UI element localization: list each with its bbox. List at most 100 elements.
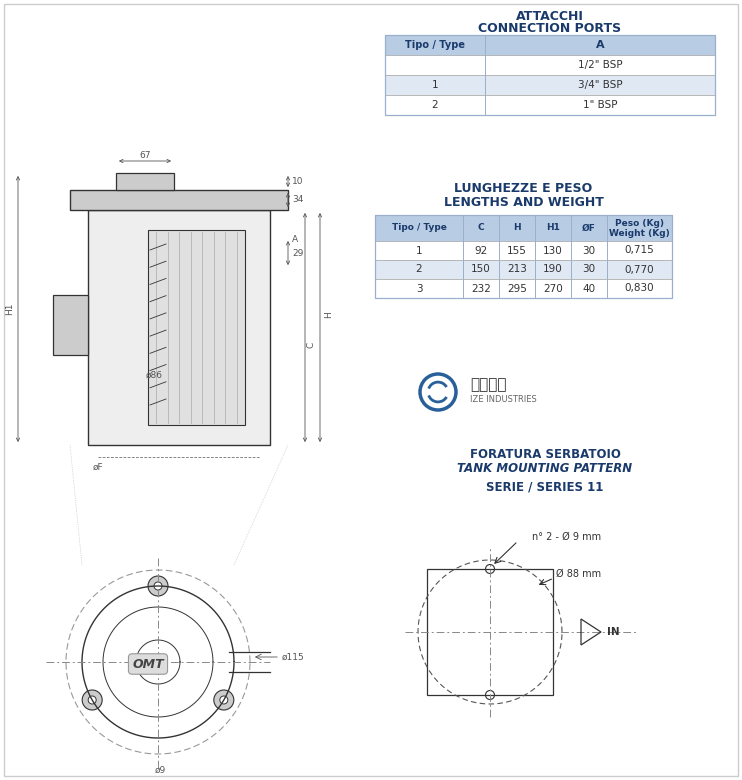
Text: 30: 30 bbox=[582, 246, 596, 256]
Bar bbox=[485, 55, 715, 75]
Text: ØF: ØF bbox=[582, 224, 596, 232]
Text: 0,715: 0,715 bbox=[625, 246, 654, 256]
Bar bbox=[385, 55, 485, 75]
Bar bbox=[88, 210, 270, 445]
Text: C: C bbox=[307, 342, 316, 348]
Text: 40: 40 bbox=[582, 283, 596, 293]
Text: 2: 2 bbox=[432, 100, 439, 110]
Text: TANK MOUNTING PATTERN: TANK MOUNTING PATTERN bbox=[457, 462, 633, 474]
Text: IZE INDUSTRIES: IZE INDUSTRIES bbox=[470, 395, 536, 403]
Text: n° 2 - Ø 9 mm: n° 2 - Ø 9 mm bbox=[532, 532, 601, 542]
Bar bbox=[385, 35, 485, 55]
Text: 10: 10 bbox=[292, 177, 303, 186]
Bar bbox=[116, 173, 174, 190]
Bar bbox=[70, 190, 288, 210]
Text: Weight (Kg): Weight (Kg) bbox=[609, 229, 670, 237]
Text: LENGTHS AND WEIGHT: LENGTHS AND WEIGHT bbox=[444, 196, 603, 208]
Text: CONNECTION PORTS: CONNECTION PORTS bbox=[479, 23, 622, 36]
Text: 2: 2 bbox=[416, 264, 422, 275]
Text: SERIE / SERIES 11: SERIE / SERIES 11 bbox=[486, 480, 604, 494]
Text: 92: 92 bbox=[474, 246, 487, 256]
Bar bbox=[535, 260, 571, 279]
Bar bbox=[499, 260, 535, 279]
Circle shape bbox=[154, 582, 162, 590]
Text: ø86: ø86 bbox=[146, 370, 163, 380]
Text: 190: 190 bbox=[543, 264, 563, 275]
Bar bbox=[485, 35, 715, 55]
Text: OMT: OMT bbox=[132, 658, 164, 671]
Bar bbox=[385, 75, 485, 95]
Text: 1: 1 bbox=[432, 80, 439, 90]
Text: Tipo / Type: Tipo / Type bbox=[392, 224, 447, 232]
Text: C: C bbox=[478, 224, 485, 232]
Text: 155: 155 bbox=[507, 246, 527, 256]
Text: ATTACCHI: ATTACCHI bbox=[516, 10, 584, 23]
Circle shape bbox=[88, 696, 96, 704]
Circle shape bbox=[220, 696, 228, 704]
Bar bbox=[499, 215, 535, 241]
Bar bbox=[375, 215, 672, 298]
Bar bbox=[571, 241, 607, 260]
Bar bbox=[53, 295, 88, 355]
Bar bbox=[427, 569, 553, 695]
Text: 295: 295 bbox=[507, 283, 527, 293]
Bar bbox=[607, 279, 672, 298]
Text: IN: IN bbox=[607, 627, 620, 637]
Circle shape bbox=[82, 690, 102, 710]
Text: H: H bbox=[513, 224, 521, 232]
Text: 29: 29 bbox=[292, 249, 303, 257]
Text: 130: 130 bbox=[543, 246, 563, 256]
Text: øF: øF bbox=[93, 463, 103, 471]
Bar bbox=[499, 279, 535, 298]
Bar bbox=[385, 95, 485, 115]
Text: 3/4" BSP: 3/4" BSP bbox=[578, 80, 623, 90]
Text: Peso (Kg): Peso (Kg) bbox=[615, 218, 664, 228]
Bar bbox=[607, 260, 672, 279]
Bar bbox=[571, 215, 607, 241]
Text: ø9: ø9 bbox=[154, 765, 165, 775]
Circle shape bbox=[485, 690, 494, 700]
Circle shape bbox=[485, 565, 494, 573]
Bar bbox=[463, 279, 499, 298]
Text: 34: 34 bbox=[292, 196, 303, 204]
Text: FORATURA SERBATOIO: FORATURA SERBATOIO bbox=[470, 448, 620, 462]
Bar bbox=[375, 215, 463, 241]
Circle shape bbox=[148, 576, 168, 596]
Circle shape bbox=[214, 690, 234, 710]
Text: A: A bbox=[596, 40, 604, 50]
Text: ø115: ø115 bbox=[282, 653, 305, 661]
Text: 1" BSP: 1" BSP bbox=[582, 100, 617, 110]
Bar bbox=[485, 95, 715, 115]
Bar bbox=[535, 241, 571, 260]
Bar bbox=[375, 260, 463, 279]
Text: LUNGHEZZE E PESO: LUNGHEZZE E PESO bbox=[454, 183, 593, 196]
Text: 0,770: 0,770 bbox=[625, 264, 654, 275]
Text: 150: 150 bbox=[471, 264, 491, 275]
Bar bbox=[148, 230, 245, 425]
Bar bbox=[463, 215, 499, 241]
Bar bbox=[607, 215, 672, 241]
Bar bbox=[535, 279, 571, 298]
Text: 1: 1 bbox=[416, 246, 422, 256]
Text: H: H bbox=[324, 312, 333, 318]
Text: 愛澤工業: 愛澤工業 bbox=[470, 378, 507, 392]
Bar bbox=[375, 241, 463, 260]
Bar bbox=[571, 279, 607, 298]
Text: 67: 67 bbox=[139, 151, 151, 159]
Text: 270: 270 bbox=[543, 283, 563, 293]
Text: 213: 213 bbox=[507, 264, 527, 275]
Text: A: A bbox=[292, 236, 298, 244]
Bar bbox=[375, 279, 463, 298]
Text: H1: H1 bbox=[546, 224, 560, 232]
Text: Tipo / Type: Tipo / Type bbox=[405, 40, 465, 50]
Bar bbox=[463, 260, 499, 279]
Text: H1: H1 bbox=[5, 303, 14, 315]
Text: 3: 3 bbox=[416, 283, 422, 293]
Text: 30: 30 bbox=[582, 264, 596, 275]
Bar bbox=[499, 241, 535, 260]
Text: 0,830: 0,830 bbox=[625, 283, 654, 293]
Bar bbox=[385, 35, 715, 115]
Bar bbox=[607, 241, 672, 260]
Bar bbox=[485, 75, 715, 95]
Bar bbox=[535, 215, 571, 241]
